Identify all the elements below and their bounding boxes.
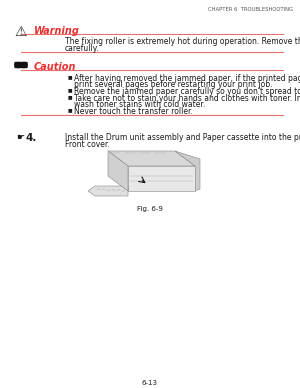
Text: 4.: 4. bbox=[26, 133, 38, 143]
Text: ⚠: ⚠ bbox=[15, 25, 27, 39]
Text: Front cover.: Front cover. bbox=[65, 140, 110, 149]
Text: Never touch the transfer roller.: Never touch the transfer roller. bbox=[74, 107, 193, 116]
Text: ■: ■ bbox=[68, 87, 73, 92]
Text: After having removed the jammed paper, if the printed page has a stain,: After having removed the jammed paper, i… bbox=[74, 74, 300, 83]
Text: ■: ■ bbox=[68, 94, 73, 99]
Text: Warning: Warning bbox=[34, 26, 80, 36]
Ellipse shape bbox=[15, 62, 21, 68]
Ellipse shape bbox=[21, 62, 27, 68]
Text: ☛: ☛ bbox=[16, 133, 24, 142]
Text: Install the Drum unit assembly and Paper cassette into the printer.  Close the: Install the Drum unit assembly and Paper… bbox=[65, 133, 300, 142]
Text: wash toner stains with cold water.: wash toner stains with cold water. bbox=[74, 100, 205, 109]
Text: ■: ■ bbox=[68, 107, 73, 112]
Polygon shape bbox=[108, 151, 128, 191]
Text: Remove the jammed paper carefully so you don't spread toner.: Remove the jammed paper carefully so you… bbox=[74, 87, 300, 96]
Polygon shape bbox=[175, 151, 200, 191]
Polygon shape bbox=[108, 151, 195, 166]
Polygon shape bbox=[128, 166, 195, 191]
FancyBboxPatch shape bbox=[15, 62, 27, 68]
Text: print several pages before restarting your print job.: print several pages before restarting yo… bbox=[74, 80, 272, 89]
Text: ■: ■ bbox=[68, 74, 73, 79]
Text: carefully.: carefully. bbox=[65, 44, 100, 53]
Text: CHAPTER 6  TROUBLESHOOTING: CHAPTER 6 TROUBLESHOOTING bbox=[208, 7, 293, 12]
Text: 6-13: 6-13 bbox=[142, 380, 158, 386]
Text: The fixing roller is extremely hot during operation. Remove the paper: The fixing roller is extremely hot durin… bbox=[65, 37, 300, 46]
Text: Fig. 6-9: Fig. 6-9 bbox=[137, 206, 163, 212]
Polygon shape bbox=[88, 186, 128, 196]
Text: Caution: Caution bbox=[34, 62, 76, 72]
Text: Take care not to stain your hands and clothes with toner. Immediately: Take care not to stain your hands and cl… bbox=[74, 94, 300, 103]
